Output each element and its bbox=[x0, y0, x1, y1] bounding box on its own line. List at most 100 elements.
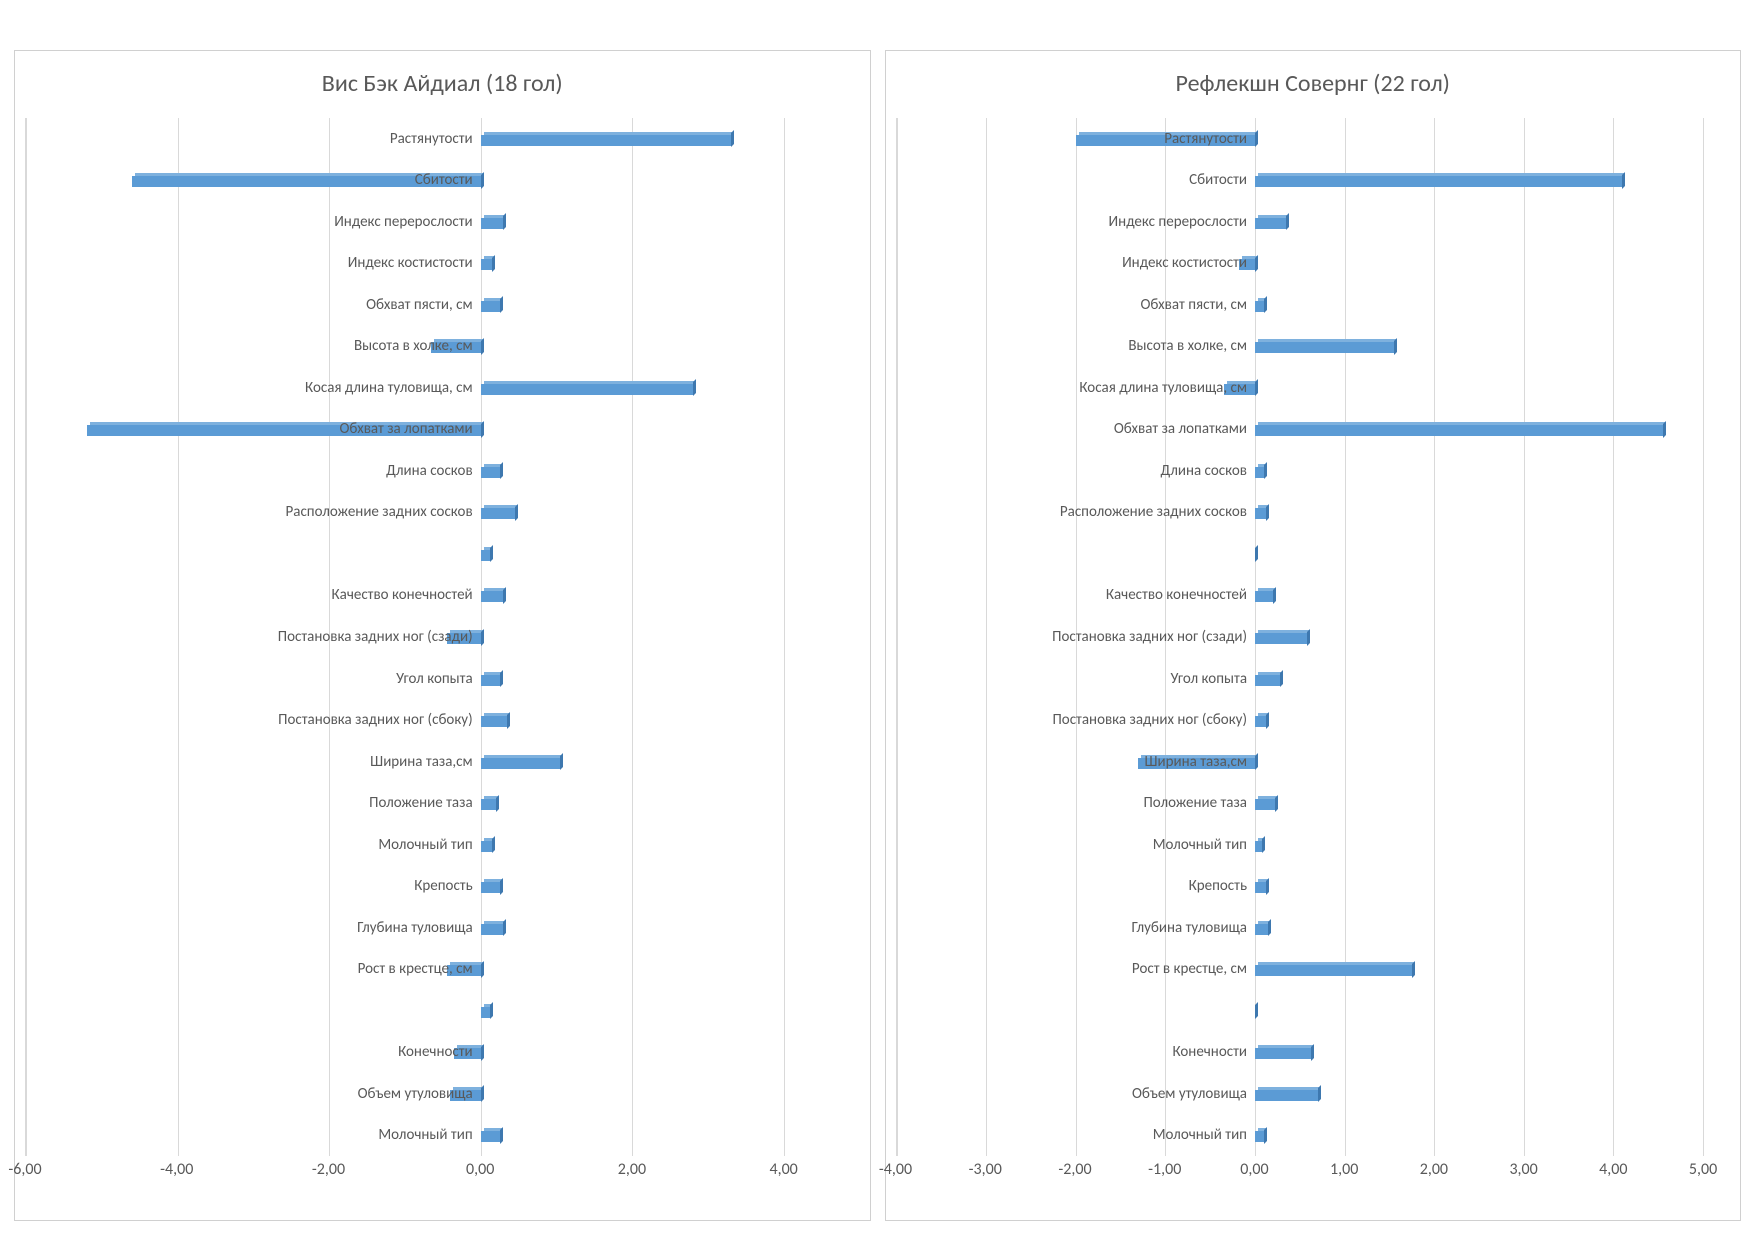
bar bbox=[1255, 464, 1264, 478]
bar-row: Косая длина туловища, см bbox=[897, 375, 1731, 401]
plot-area: Растянутости Сбитости Индекс перерослости И… bbox=[896, 118, 1731, 1156]
bar bbox=[1255, 879, 1266, 893]
bar-row: Индекс костистости bbox=[897, 250, 1731, 276]
category-label: Положение таза bbox=[1143, 794, 1247, 812]
category-label: Обхват за лопатками bbox=[339, 420, 472, 438]
bar-row: Высота в холке, см bbox=[26, 333, 860, 359]
category-label: Высота в холке, см bbox=[354, 337, 473, 355]
category-label: Постановка задних ног (сзади) bbox=[1052, 628, 1247, 646]
category-label: Конечности bbox=[398, 1043, 473, 1061]
bar bbox=[481, 879, 500, 893]
bar bbox=[1255, 173, 1622, 187]
bar-row: Индекс костистости bbox=[26, 250, 860, 276]
category-label: Качество конечностей bbox=[332, 586, 473, 604]
bar-row bbox=[26, 541, 860, 567]
bar bbox=[1255, 962, 1412, 976]
bar-row: Глубина туловища bbox=[897, 915, 1731, 941]
bar bbox=[1255, 796, 1275, 810]
bar-row: Высота в холке, см bbox=[897, 333, 1731, 359]
bar-row bbox=[897, 998, 1731, 1024]
x-tick-label: -1,00 bbox=[1148, 1160, 1181, 1179]
bar bbox=[1255, 1045, 1311, 1059]
category-label: Индекс костистости bbox=[348, 254, 473, 272]
bar-row: Обхват пясти, см bbox=[897, 292, 1731, 318]
bar-row: Сбитости bbox=[26, 167, 860, 193]
bar-row: Длина сосков bbox=[26, 458, 860, 484]
category-label: Постановка задних ног (сзади) bbox=[278, 628, 473, 646]
bar bbox=[1255, 1128, 1264, 1142]
category-label: Обхват за лопатками bbox=[1114, 420, 1247, 438]
x-tick-label: -2,00 bbox=[1058, 1160, 1091, 1179]
bar-row: Растянутости bbox=[26, 126, 860, 152]
bar bbox=[481, 1004, 490, 1018]
x-tick-label: -4,00 bbox=[160, 1160, 193, 1179]
chart-panel-left: Вис Бэк Айдиал (18 гол) РастянутостиСбит… bbox=[14, 50, 871, 1221]
category-label: Обхват пясти, см bbox=[366, 296, 473, 314]
x-axis: -6,00-4,00-2,000,002,004,00 bbox=[25, 1156, 860, 1192]
bar-row: Постановка задних ног (сбоку) bbox=[26, 707, 860, 733]
bar-row: Угол копыта bbox=[26, 666, 860, 692]
category-label: Молочный тип bbox=[378, 1126, 472, 1144]
category-label: Крепость bbox=[414, 877, 472, 895]
bar bbox=[1255, 298, 1264, 312]
category-label: Индекс костистости bbox=[1122, 254, 1247, 272]
bar bbox=[481, 713, 508, 727]
bar-row: Постановка задних ног (сзади) bbox=[897, 624, 1731, 650]
bar bbox=[481, 796, 496, 810]
bar-row: Индекс перерослости bbox=[26, 209, 860, 235]
bar-row: Молочный тип bbox=[897, 1122, 1731, 1148]
category-label: Растянутости bbox=[390, 130, 473, 148]
page: Вис Бэк Айдиал (18 гол) РастянутостиСбит… bbox=[0, 0, 1755, 1241]
x-tick-label: -2,00 bbox=[312, 1160, 345, 1179]
bar-row: Ширина таза,см bbox=[26, 749, 860, 775]
plot-area: Растянутости Сбитости Индекс перерослости И… bbox=[25, 118, 860, 1156]
x-tick-label: 5,00 bbox=[1689, 1160, 1717, 1179]
bar bbox=[1255, 422, 1663, 436]
bar bbox=[1255, 1087, 1318, 1101]
category-label: Индекс перерослости bbox=[1109, 213, 1247, 231]
category-label: Рост в крестце, см bbox=[1132, 960, 1247, 978]
bar-row: Ширина таза,см bbox=[897, 749, 1731, 775]
bar-row: Постановка задних ног (сбоку) bbox=[897, 707, 1731, 733]
bar bbox=[1255, 672, 1280, 686]
bar-row: Молочный тип bbox=[897, 832, 1731, 858]
bar bbox=[481, 215, 504, 229]
bar bbox=[1255, 505, 1266, 519]
x-axis: -4,00-3,00-2,00-1,000,001,002,003,004,00… bbox=[896, 1156, 1731, 1192]
category-label: Ширина таза,см bbox=[370, 753, 472, 771]
category-label: Глубина туловища bbox=[357, 919, 473, 937]
x-tick-label: 2,00 bbox=[1420, 1160, 1448, 1179]
category-label: Рост в крестце, см bbox=[358, 960, 473, 978]
category-label: Обхват пясти, см bbox=[1140, 296, 1247, 314]
bar-row: Расположение задних сосков bbox=[26, 499, 860, 525]
bar-row: Качество конечностей bbox=[897, 582, 1731, 608]
bar bbox=[1255, 588, 1273, 602]
category-label: Молочный тип bbox=[1153, 836, 1247, 854]
chart-title: Рефлекшн Совернг (22 гол) bbox=[896, 69, 1731, 98]
bar-row: Объем утуловища bbox=[26, 1081, 860, 1107]
category-label: Длина сосков bbox=[386, 462, 472, 480]
bar-row: Глубина туловища bbox=[26, 915, 860, 941]
category-label: Объем утуловища bbox=[1132, 1085, 1247, 1103]
bar bbox=[1255, 339, 1394, 353]
bar-row: Обхват за лопатками bbox=[26, 416, 860, 442]
bar-row: Молочный тип bbox=[26, 1122, 860, 1148]
category-label: Длина сосков bbox=[1161, 462, 1247, 480]
bar-row: Растянутости bbox=[897, 126, 1731, 152]
bar-row: Крепость bbox=[26, 873, 860, 899]
category-label: Сбитости bbox=[1189, 171, 1247, 189]
x-tick-label: 3,00 bbox=[1509, 1160, 1537, 1179]
chart-plot: Растянутости Сбитости Индекс перерослости И… bbox=[896, 118, 1731, 1192]
bar-row: Объем утуловища bbox=[897, 1081, 1731, 1107]
bar-row: Угол копыта bbox=[897, 666, 1731, 692]
bar bbox=[481, 298, 500, 312]
x-tick-label: 0,00 bbox=[1240, 1160, 1268, 1179]
bar-row: Обхват пясти, см bbox=[26, 292, 860, 318]
x-tick-label: -3,00 bbox=[969, 1160, 1002, 1179]
category-label: Молочный тип bbox=[378, 836, 472, 854]
x-tick-label: 4,00 bbox=[769, 1160, 797, 1179]
category-label: Молочный тип bbox=[1153, 1126, 1247, 1144]
bar-row: Положение таза bbox=[26, 790, 860, 816]
chart-plot: Растянутости Сбитости Индекс перерослости И… bbox=[25, 118, 860, 1192]
bar-row: Положение таза bbox=[897, 790, 1731, 816]
